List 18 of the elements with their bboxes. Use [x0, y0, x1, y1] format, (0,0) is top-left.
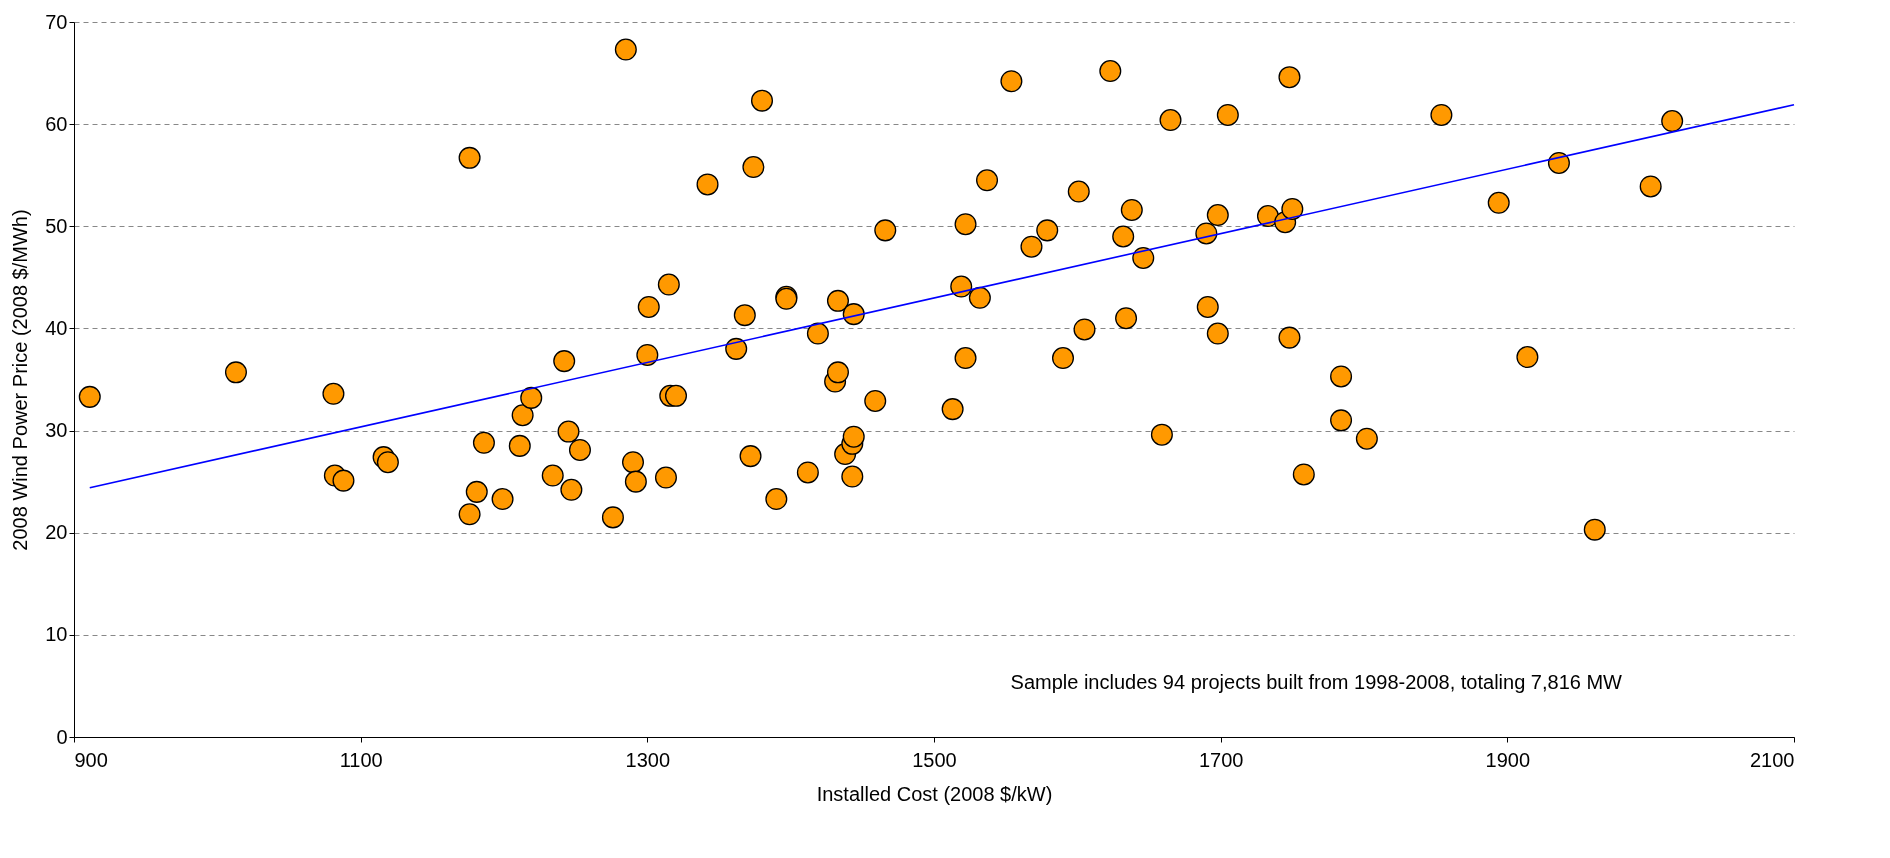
x-tick-label: 1500 — [912, 748, 957, 771]
y-tick-label: 30 — [45, 419, 68, 442]
x-tick-label: 1900 — [1485, 748, 1531, 771]
y-tick-label: 70 — [45, 10, 68, 33]
y-tick-label: 10 — [45, 623, 68, 646]
x-tick-label: 1700 — [1198, 748, 1244, 771]
y-tick-label: 60 — [45, 112, 68, 135]
x-tick-label: 2100 — [1750, 748, 1795, 771]
x-tick-label: 1100 — [339, 748, 383, 771]
annotation: Sample includes 94 projects built from 1998-2008, totaling 7,816 MW — [1010, 671, 1623, 694]
y-tick-label: 50 — [45, 214, 68, 237]
x-tick-label: 900 — [74, 748, 108, 771]
y-tick-label: 40 — [45, 316, 68, 339]
y-axis-title: 2008 Wind Power Price (2008 $/MWh) — [9, 209, 32, 551]
x-tick-label: 1300 — [625, 748, 671, 771]
y-tick-label: 0 — [56, 725, 68, 748]
y-tick-label: 20 — [45, 521, 68, 544]
x-axis-title: Installed Cost (2008 $/kW) — [816, 782, 1053, 805]
